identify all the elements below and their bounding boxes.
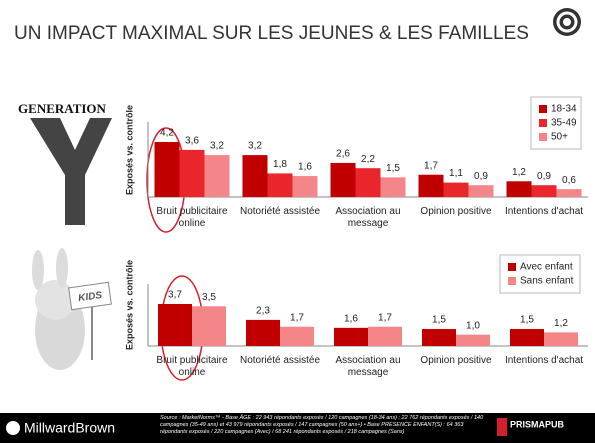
bar bbox=[204, 155, 230, 197]
value-label: 3,6 bbox=[185, 135, 199, 146]
value-label: 1,7 bbox=[378, 312, 392, 323]
legend-swatch bbox=[508, 263, 516, 271]
value-label: 1,2 bbox=[554, 318, 568, 329]
bar bbox=[531, 185, 557, 197]
x-tick-label: Bruit publicitaire online bbox=[156, 355, 228, 378]
value-label: 1,7 bbox=[424, 160, 438, 171]
bar bbox=[292, 176, 318, 197]
value-label: 0,9 bbox=[537, 171, 551, 182]
partner-name: PRISMAPUB bbox=[510, 419, 565, 429]
x-tick-label: Intentions d'achat bbox=[504, 206, 584, 217]
bar bbox=[330, 162, 356, 197]
slide-title: UN IMPACT MAXIMAL SUR LES JEUNES & LES F… bbox=[14, 23, 529, 44]
source-note: Source : MarketNorms™ - Base ÂGE : 22 94… bbox=[160, 415, 484, 435]
kids-label: KIDS bbox=[78, 290, 104, 304]
x-tick-label: Opinion positive bbox=[420, 206, 492, 217]
bar bbox=[443, 182, 469, 197]
legend-swatch bbox=[508, 277, 516, 285]
bar bbox=[556, 189, 582, 197]
value-label: 1,8 bbox=[273, 159, 287, 170]
bar bbox=[506, 181, 532, 197]
value-label: 1,6 bbox=[298, 162, 312, 173]
bar bbox=[368, 326, 402, 346]
value-label: 2,6 bbox=[336, 149, 350, 160]
value-label: 1,1 bbox=[449, 168, 463, 179]
bar bbox=[267, 173, 293, 197]
value-label: 0,6 bbox=[562, 175, 576, 186]
value-label: 3,7 bbox=[168, 290, 182, 301]
bar bbox=[355, 168, 381, 197]
value-label: 3,5 bbox=[202, 292, 216, 303]
x-tick-label: Association au message bbox=[335, 206, 401, 229]
bar bbox=[418, 174, 444, 197]
brand-name: MillwardBrown bbox=[24, 420, 115, 436]
legend-label: 35-49 bbox=[551, 118, 577, 129]
legend-label: Sans enfant bbox=[520, 276, 574, 287]
brand-logo bbox=[6, 421, 20, 435]
value-label: 1,0 bbox=[466, 320, 480, 331]
bar bbox=[380, 177, 406, 197]
legend-label: 18-34 bbox=[551, 104, 577, 115]
kids-image: KIDS bbox=[32, 248, 112, 370]
x-tick-label: Bruit publicitaire online bbox=[156, 206, 228, 229]
bar bbox=[242, 155, 268, 197]
generation-image: GENERATION bbox=[18, 101, 112, 225]
value-label: 1,7 bbox=[290, 312, 304, 323]
bar bbox=[192, 306, 226, 346]
partner-logo bbox=[497, 418, 507, 436]
bar bbox=[154, 142, 180, 197]
bar bbox=[544, 332, 578, 346]
x-tick-label: Notoriété assistée bbox=[239, 355, 321, 366]
y-axis-label: Exposés vs. contrôle bbox=[124, 260, 134, 350]
bar bbox=[510, 328, 544, 346]
generation-label: GENERATION bbox=[18, 101, 106, 116]
value-label: 1,6 bbox=[344, 313, 358, 324]
value-label: 2,2 bbox=[361, 154, 375, 165]
value-label: 3,2 bbox=[248, 141, 262, 152]
value-label: 4,2 bbox=[160, 128, 174, 139]
x-tick-label: Opinion positive bbox=[420, 355, 492, 366]
bar bbox=[280, 326, 314, 346]
value-label: 1,5 bbox=[520, 315, 534, 326]
bar bbox=[334, 327, 368, 346]
y-axis-label: Exposés vs. contrôle bbox=[124, 105, 134, 195]
value-label: 0,9 bbox=[474, 171, 488, 182]
legend-swatch bbox=[539, 119, 547, 127]
bar bbox=[158, 304, 192, 346]
legend-label: Avec enfant bbox=[520, 262, 573, 273]
x-tick-label: Intentions d'achat bbox=[504, 355, 584, 366]
bar bbox=[456, 334, 490, 346]
value-label: 3,2 bbox=[210, 141, 224, 152]
bar bbox=[246, 319, 280, 346]
bar bbox=[422, 328, 456, 346]
value-label: 2,3 bbox=[256, 306, 270, 317]
target-icon bbox=[553, 8, 581, 36]
value-label: 1,5 bbox=[386, 163, 400, 174]
x-tick-label: Notoriété assistée bbox=[239, 206, 321, 217]
legend-swatch bbox=[539, 105, 547, 113]
bar bbox=[468, 185, 494, 197]
x-tick-label: Association au message bbox=[335, 355, 401, 378]
bar bbox=[179, 149, 205, 197]
footer-bar bbox=[0, 413, 595, 443]
legend-label: 50+ bbox=[551, 132, 568, 143]
legend-box bbox=[499, 254, 581, 294]
value-label: 1,5 bbox=[432, 315, 446, 326]
value-label: 1,2 bbox=[512, 167, 526, 178]
legend-swatch bbox=[539, 133, 547, 141]
